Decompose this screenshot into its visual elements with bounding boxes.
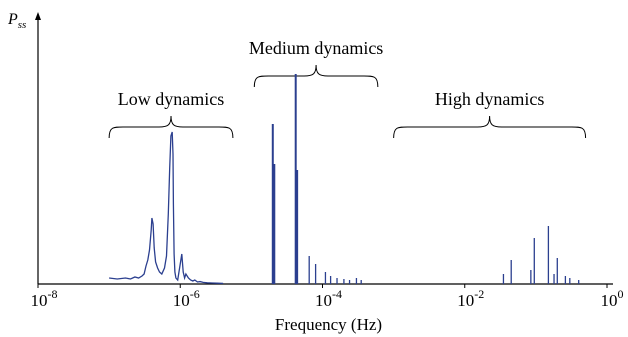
annotation-brace [108,115,234,139]
annotation-label: High dynamics [435,89,545,109]
x-tick-label: 10-6 [173,287,200,310]
annotation-label: Low dynamics [118,89,224,109]
x-axis-label: Frequency (Hz) [275,315,382,334]
y-axis-label: Pss [7,11,26,31]
x-tick-label: 10-2 [457,287,484,310]
x-tick-label: 100 [601,287,624,310]
low-frequency-curve [109,131,224,285]
annotation-brace [393,115,587,139]
x-tick-label: 10-8 [31,287,58,310]
spectral-spikes [271,74,580,284]
y-axis-arrow [35,12,41,20]
x-tick-labels: 10-8 10-6 10-4 10-2 100 [31,284,624,310]
annotation-brace [253,64,379,88]
range-annotations: Low dynamics Medium dynamics High dynamics [108,38,587,139]
annotation-label: Medium dynamics [249,38,383,58]
x-tick-label: 10-4 [315,287,342,310]
